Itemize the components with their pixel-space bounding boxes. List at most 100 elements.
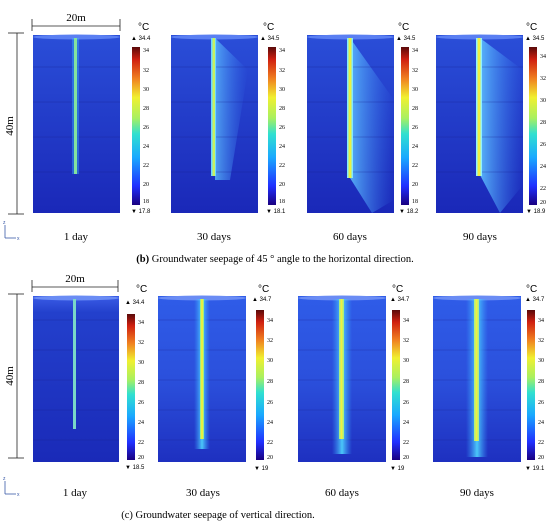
max-label: ▲ 34.4 — [131, 36, 151, 42]
colorbar-ticks: 34 32 30 28 26 24 22 20 — [267, 318, 273, 461]
svg-text:22: 22 — [279, 163, 285, 169]
panel-c: 20m 40m — [3, 273, 545, 521]
svg-text:28: 28 — [538, 379, 544, 385]
colorbar-ticks: 34 32 30 28 26 24 22 20 18 — [412, 48, 418, 205]
svg-text:22: 22 — [267, 440, 273, 446]
panel-b: 20m 40m — [3, 12, 546, 265]
svg-text:26: 26 — [143, 125, 149, 131]
plot-c-30days — [158, 295, 246, 462]
svg-text:26: 26 — [279, 125, 285, 131]
day-label-b-3: 60 days — [333, 231, 367, 243]
svg-text:30: 30 — [538, 358, 544, 364]
height-label: 40m — [4, 116, 16, 136]
min-label: ▼ 18.2 — [399, 209, 419, 215]
min-label: ▼ 18.9 — [526, 209, 546, 215]
svg-text:30: 30 — [403, 358, 409, 364]
svg-text:18: 18 — [279, 199, 285, 205]
svg-text:22: 22 — [412, 163, 418, 169]
svg-text:20: 20 — [403, 455, 409, 461]
width-label: 20m — [65, 273, 85, 285]
max-label: ▲ 34.7 — [252, 297, 272, 303]
unit-label: °C — [263, 22, 274, 33]
unit-label: °C — [526, 22, 537, 33]
max-label: ▲ 34.7 — [390, 297, 410, 303]
svg-text:20: 20 — [538, 455, 544, 461]
colorbar-ticks: 34 32 30 28 26 24 22 20 — [403, 318, 409, 461]
svg-text:24: 24 — [412, 144, 418, 150]
svg-text:20: 20 — [143, 182, 149, 188]
svg-text:28: 28 — [267, 379, 273, 385]
day-label-b-1: 1 day — [64, 231, 89, 243]
svg-text:20: 20 — [279, 182, 285, 188]
svg-text:30: 30 — [412, 87, 418, 93]
svg-text:22: 22 — [540, 186, 546, 192]
svg-text:26: 26 — [403, 400, 409, 406]
svg-text:24: 24 — [538, 420, 544, 426]
caption-b: (b) Groundwater seepage of 45 ° angle to… — [136, 254, 413, 265]
max-label: ▲ 34.7 — [525, 297, 545, 303]
svg-text:26: 26 — [538, 400, 544, 406]
svg-text:24: 24 — [138, 420, 144, 426]
svg-text:20: 20 — [138, 455, 144, 461]
axis-x-label: x — [17, 236, 20, 242]
width-label: 20m — [66, 12, 86, 24]
svg-text:34: 34 — [279, 48, 285, 54]
svg-text:24: 24 — [403, 420, 409, 426]
svg-text:34: 34 — [138, 320, 144, 326]
max-label: ▲ 34.5 — [260, 36, 280, 42]
svg-text:24: 24 — [540, 164, 546, 170]
width-dimension — [31, 280, 119, 292]
colorbar-c-4: °C ▲ 34.7 34 32 30 28 26 24 22 20 ▼ 19.1 — [525, 284, 545, 472]
unit-label: °C — [526, 284, 537, 295]
plot-c-1day — [33, 295, 119, 462]
svg-text:32: 32 — [267, 338, 273, 344]
axis-z-label: z — [3, 220, 6, 226]
svg-text:32: 32 — [403, 338, 409, 344]
height-label: 40m — [4, 366, 16, 386]
min-label: ▼ 18.5 — [125, 465, 145, 471]
svg-text:26: 26 — [267, 400, 273, 406]
svg-text:30: 30 — [143, 87, 149, 93]
day-label-c-1: 1 day — [63, 487, 88, 499]
svg-text:32: 32 — [138, 340, 144, 346]
svg-text:28: 28 — [412, 106, 418, 112]
plot-b-60days — [307, 34, 394, 213]
svg-text:24: 24 — [143, 144, 149, 150]
svg-text:24: 24 — [267, 420, 273, 426]
svg-text:20: 20 — [267, 455, 273, 461]
caption-c: (c) Groundwater seepage of vertical dire… — [121, 510, 315, 521]
svg-text:18: 18 — [143, 199, 149, 205]
max-label: ▲ 34.4 — [125, 300, 145, 306]
width-dimension — [31, 19, 121, 31]
max-label: ▲ 34.5 — [396, 36, 416, 42]
svg-text:28: 28 — [138, 380, 144, 386]
svg-text:32: 32 — [538, 338, 544, 344]
unit-label: °C — [258, 284, 269, 295]
colorbar-ticks: 34 32 30 28 26 24 22 20 — [538, 318, 544, 461]
plot-c-60days — [298, 295, 386, 462]
day-label-c-4: 90 days — [460, 487, 494, 499]
colorbar-c-1: °C ▲ 34.4 34 32 30 28 26 24 22 20 ▼ 18.5 — [125, 284, 147, 471]
svg-text:22: 22 — [403, 440, 409, 446]
colorbar-c-3: °C ▲ 34.7 34 32 30 28 26 24 22 20 ▼ 19 — [390, 284, 410, 472]
svg-text:24: 24 — [279, 144, 285, 150]
unit-label: °C — [398, 22, 409, 33]
max-label: ▲ 34.5 — [525, 36, 545, 42]
svg-text:32: 32 — [540, 76, 546, 82]
colorbar-b-3: °C ▲ 34.5 34 32 30 28 26 24 22 20 18 ▼ 1… — [396, 22, 419, 215]
svg-text:20: 20 — [412, 182, 418, 188]
svg-text:20: 20 — [540, 200, 546, 206]
svg-text:34: 34 — [143, 48, 149, 54]
svg-text:34: 34 — [403, 318, 409, 324]
plot-b-90days — [436, 34, 523, 213]
colorbar-b-2: °C ▲ 34.5 34 32 30 28 26 24 22 20 18 ▼ 1… — [260, 22, 286, 215]
day-label-b-4: 90 days — [463, 231, 497, 243]
svg-text:34: 34 — [412, 48, 418, 54]
svg-text:22: 22 — [143, 163, 149, 169]
svg-text:18: 18 — [412, 199, 418, 205]
svg-text:28: 28 — [403, 379, 409, 385]
min-label: ▼ 19 — [390, 466, 405, 472]
svg-text:26: 26 — [540, 142, 546, 148]
day-label-c-2: 30 days — [186, 487, 220, 499]
